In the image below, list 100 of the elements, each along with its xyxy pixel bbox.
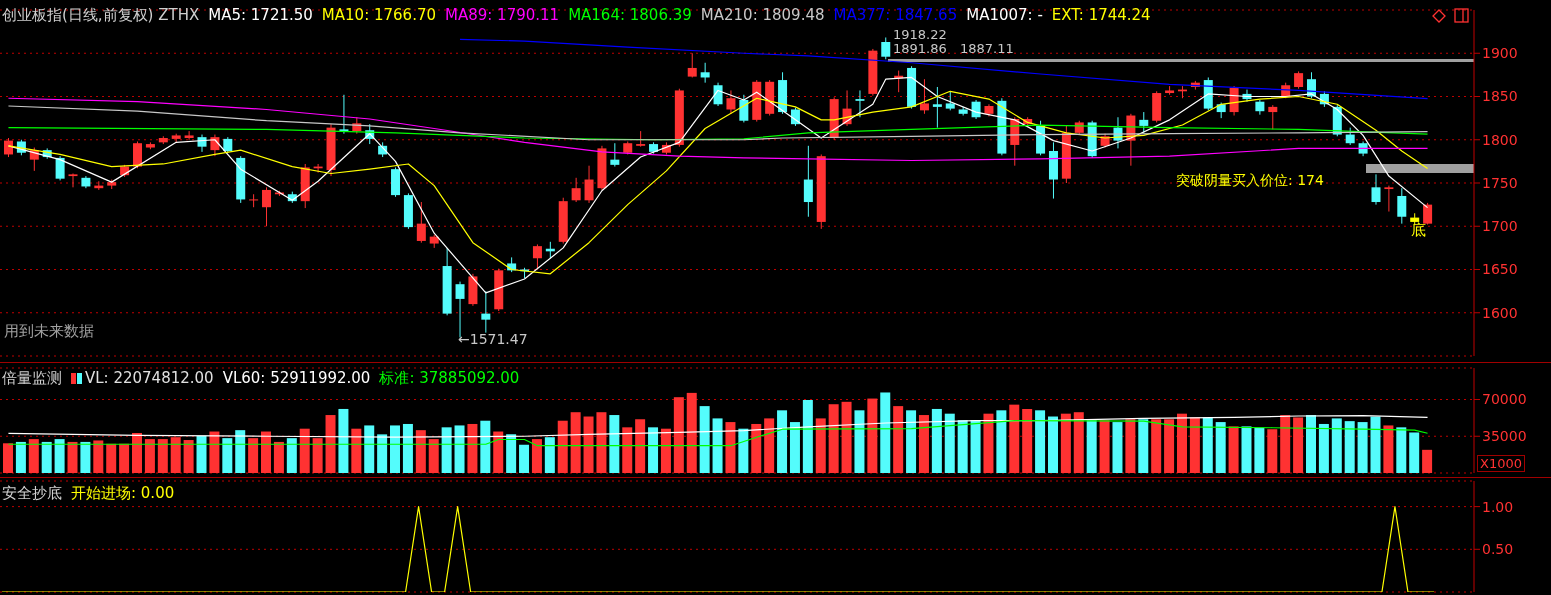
bar (957, 420, 968, 473)
candlestick (1397, 187, 1407, 225)
bar (931, 408, 942, 473)
bar (377, 434, 388, 473)
bar (235, 430, 246, 473)
bar (467, 423, 478, 473)
bar (893, 406, 904, 473)
bar (1125, 419, 1136, 473)
y-tick-label: 1.00 (1482, 498, 1514, 515)
bar (609, 415, 620, 473)
bar (867, 398, 878, 473)
bar (531, 439, 542, 473)
annotation: EXT: 1744.24 (1051, 6, 1151, 24)
bar (390, 425, 401, 473)
bar (3, 443, 13, 473)
chart-title: 倍量监测 (2, 369, 62, 387)
text: 开始进场: 0.00 (71, 484, 175, 502)
bar (441, 427, 452, 473)
bar (1267, 429, 1278, 473)
candlestick (262, 186, 272, 227)
line-series (7, 420, 1429, 447)
candlestick (610, 142, 620, 168)
text: MA164: 1806.39 (568, 6, 692, 24)
y-tick-label: 1900 (1482, 45, 1518, 62)
bar (970, 420, 981, 473)
chart-title: 安全抄底 (2, 484, 62, 502)
bar (299, 428, 310, 473)
ref-line-label: 1891.86 (893, 41, 947, 56)
bar (261, 431, 272, 473)
bar (944, 413, 955, 473)
candlestick (932, 86, 942, 129)
text: MA5: 1721.50 (208, 6, 313, 24)
bar (1331, 418, 1342, 473)
bar (1280, 415, 1291, 473)
bar (1383, 425, 1394, 473)
candlestick (133, 140, 143, 169)
bar (1022, 408, 1033, 473)
y-tick-label: 1650 (1482, 261, 1518, 278)
bar (132, 433, 143, 473)
bar (1215, 422, 1226, 473)
bar (93, 440, 104, 473)
bar (1357, 422, 1368, 473)
bar (493, 431, 504, 473)
line-series (7, 414, 1429, 438)
bar (996, 410, 1007, 473)
bar (789, 422, 800, 473)
candlestick (803, 145, 813, 218)
bar (80, 441, 91, 473)
bar (325, 415, 336, 473)
bar (1241, 426, 1252, 473)
bar (1344, 421, 1355, 473)
bar (415, 430, 426, 473)
y-tick-label: 1850 (1482, 88, 1518, 105)
bar (1293, 417, 1304, 473)
bar (1009, 404, 1020, 473)
legend-label: VL: 22074812.00 (84, 369, 214, 387)
candlestick (416, 201, 426, 244)
bar (183, 440, 194, 473)
bar (699, 406, 710, 473)
candlestick (739, 94, 749, 123)
bar (1396, 427, 1407, 473)
bar (686, 392, 697, 473)
bar (648, 427, 659, 473)
candlestick (1139, 111, 1149, 134)
bar (828, 404, 839, 473)
bar (622, 427, 633, 473)
candlestick (726, 89, 736, 115)
bar (454, 425, 465, 473)
y-tick-label: 1750 (1482, 174, 1518, 191)
bar (1409, 432, 1420, 473)
bar (196, 435, 207, 473)
bar (918, 415, 929, 473)
bar (286, 438, 297, 473)
annotation: 突破阴量买入价位: 174 (1176, 172, 1324, 190)
bar (1099, 420, 1110, 473)
candlestick (700, 62, 710, 84)
candlestick (713, 82, 723, 107)
candlestick (1384, 185, 1394, 213)
bar (1164, 419, 1175, 473)
bar (544, 437, 555, 473)
annotation: 底 (1411, 221, 1426, 240)
bar (815, 418, 826, 473)
y-tick-label: 1700 (1482, 218, 1518, 235)
annotation: 1887.11 (960, 41, 1014, 56)
bar (660, 428, 671, 473)
bar (673, 397, 684, 473)
text: MA377: 1847.65 (833, 6, 958, 24)
bar (402, 423, 413, 473)
bar (764, 418, 775, 473)
bar (1422, 449, 1433, 473)
bar (312, 438, 323, 473)
bar (1228, 426, 1239, 473)
line-series (7, 105, 1429, 141)
line-series (7, 90, 1429, 275)
y-tick-label: 1800 (1482, 131, 1518, 148)
text: MA210: 1809.48 (700, 6, 825, 24)
bar (480, 420, 491, 473)
bar (15, 441, 26, 473)
bar (106, 443, 117, 473)
bar (1138, 419, 1149, 473)
